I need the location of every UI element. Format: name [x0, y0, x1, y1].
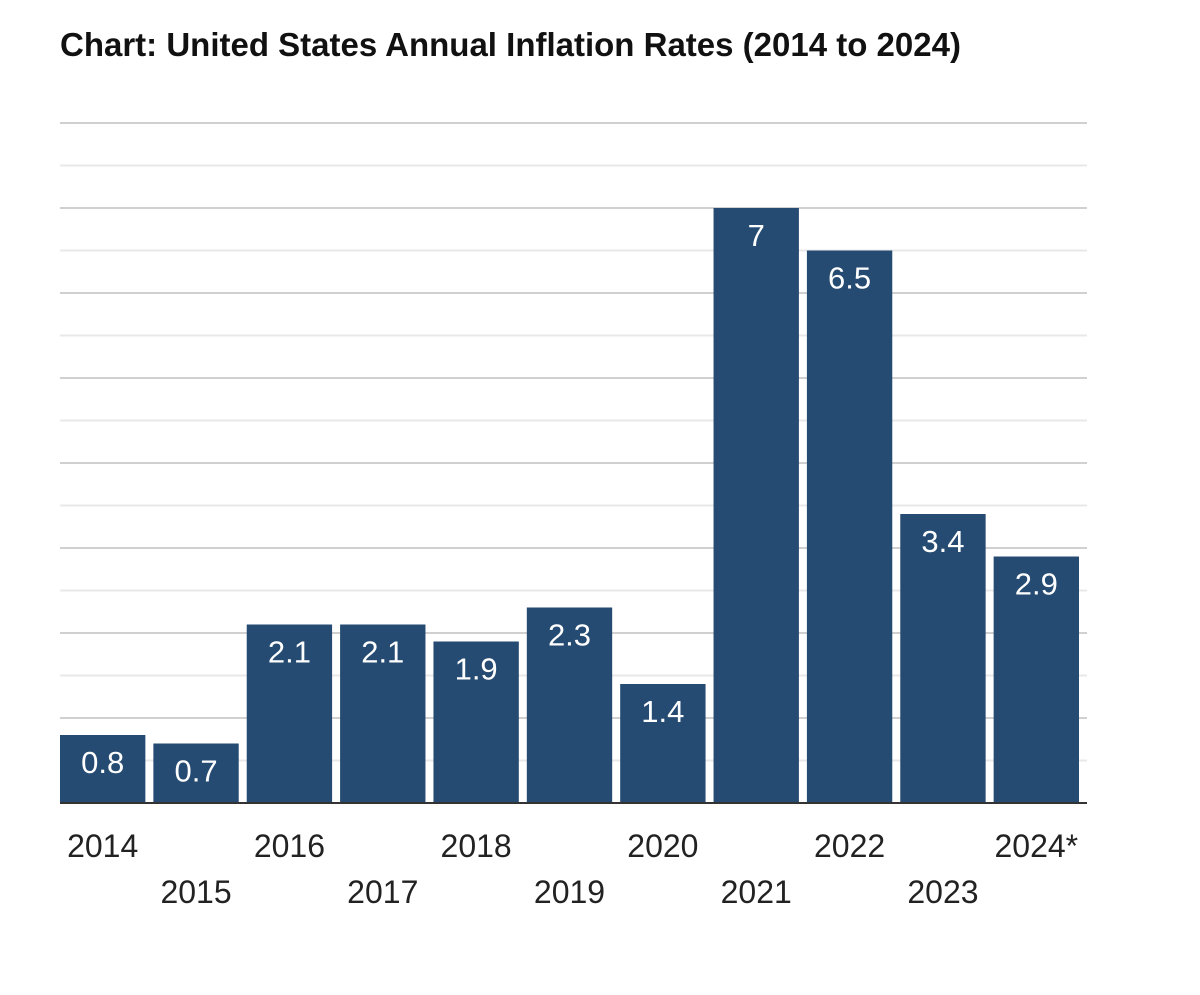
bar-value-label: 2.3 — [548, 618, 591, 653]
bar-value-label: 0.8 — [81, 745, 124, 780]
bar — [60, 735, 146, 803]
x-tick-label: 2024* — [994, 828, 1078, 864]
bar — [246, 624, 333, 803]
bar-value-label: 0.7 — [174, 754, 217, 789]
bar — [526, 607, 613, 803]
bar-value-label: 1.9 — [455, 652, 498, 687]
bar-value-labels: 0.8 0.7 2.1 2.1 1.9 2.3 1.4 7 6.5 3.4 2.9 — [81, 218, 1058, 789]
bars — [60, 208, 1079, 803]
bar — [620, 684, 706, 803]
bar — [806, 250, 893, 803]
x-tick-labels: 2014 2015 2016 2017 2018 2019 2020 2021 2022 2023… — [67, 828, 1078, 910]
bar-value-label: 3.4 — [921, 524, 964, 559]
gridlines — [60, 122, 1087, 762]
x-tick-label: 2018 — [441, 828, 512, 864]
bar-value-label: 7 — [748, 218, 765, 253]
bar-value-label: 6.5 — [828, 261, 871, 296]
x-tick-label: 2015 — [160, 874, 231, 910]
x-tick-label: 2016 — [254, 828, 325, 864]
x-tick-label: 2023 — [907, 874, 978, 910]
x-tick-label: 2022 — [814, 828, 885, 864]
bar — [340, 624, 426, 803]
bar-value-label: 1.4 — [641, 694, 684, 729]
bar-value-label: 2.1 — [361, 635, 404, 670]
x-tick-label: 2019 — [534, 874, 605, 910]
bar — [713, 208, 799, 803]
x-tick-label: 2014 — [67, 828, 138, 864]
x-tick-label: 2017 — [347, 874, 418, 910]
bar-value-label: 2.1 — [268, 635, 311, 670]
bar — [900, 514, 986, 803]
bar — [153, 743, 239, 803]
chart-title: Chart: United States Annual Inflation Ra… — [60, 26, 961, 63]
bar — [993, 556, 1079, 803]
x-tick-label: 2021 — [721, 874, 792, 910]
bar-value-label: 2.9 — [1015, 567, 1058, 602]
bar — [433, 641, 519, 803]
x-tick-label: 2020 — [627, 828, 698, 864]
